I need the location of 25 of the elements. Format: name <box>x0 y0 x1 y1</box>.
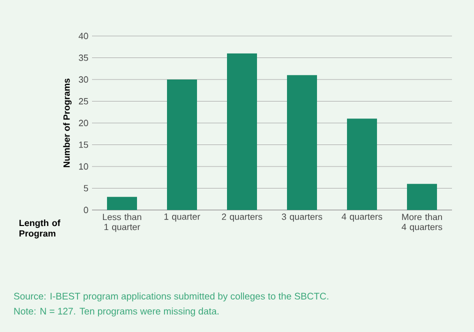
y-tick-label: 40 <box>78 32 88 40</box>
x-tick-label: 2 quarters <box>222 214 262 222</box>
bar <box>107 196 138 210</box>
y-tick-label: 25 <box>78 98 88 104</box>
x-tick-label: 3 quarters <box>282 214 322 222</box>
y-tick-label: 15 <box>79 142 88 148</box>
y-tick-label: 20 <box>78 120 88 126</box>
text: Note: N = 127. Ten programs were missing data. <box>14 308 218 316</box>
y-tick-label: 0 <box>84 206 88 214</box>
x-tick-label: More than 4 quarters <box>402 214 442 232</box>
x-tick-label: Less than 1 quarter <box>102 214 142 232</box>
x-tick-label: 4 quarters <box>342 214 382 222</box>
bar <box>346 118 377 210</box>
bar <box>167 79 198 210</box>
y-tick-label: 10 <box>79 163 88 170</box>
x-axis-title: Length of Program <box>19 220 60 238</box>
y-tick-label: 35 <box>78 54 88 61</box>
source-note: Source: I-BEST program applications submitted by colleges to the SBCTC. <box>14 292 328 302</box>
bar <box>227 53 257 210</box>
y-tick-label: 30 <box>78 76 88 83</box>
y-tick-label: 5 <box>84 185 88 192</box>
bar <box>286 75 317 210</box>
x-tick-label: 1 quarter <box>164 214 200 222</box>
y-axis-title: Number of Programs <box>63 78 72 168</box>
bar <box>406 184 437 210</box>
